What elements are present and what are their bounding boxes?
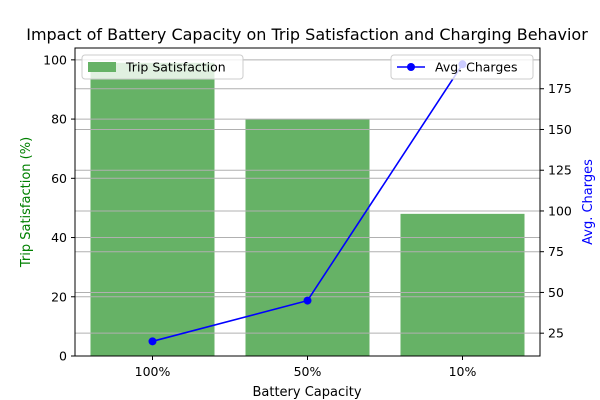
bar-layer <box>90 62 525 357</box>
chart-title: Impact of Battery Capacity on Trip Satis… <box>26 25 588 44</box>
y-right-tick-label: 25 <box>548 326 564 341</box>
legend-swatch-marker <box>407 63 415 71</box>
axes-layer: 0 20 40 60 80 100 25 50 75 100 125 150 175 100% 50% 10% <box>43 47 572 379</box>
point-avg-charges-50pct <box>303 296 312 305</box>
y-axis-right-label: Avg. Charges <box>581 159 596 245</box>
x-tick-label: 100% <box>135 364 171 379</box>
x-tick-label: 50% <box>294 364 322 379</box>
legend-label-avg-charges: Avg. Charges <box>435 60 517 75</box>
legend-right: Avg. Charges <box>390 54 534 80</box>
legend-right-box <box>390 54 534 80</box>
point-avg-charges-100pct <box>148 337 157 346</box>
y-left-tick-label: 20 <box>51 289 67 304</box>
y-axis-left-label: Trip Satisfaction (%) <box>19 137 34 268</box>
y-right-tick-label: 50 <box>548 285 564 300</box>
y-left-tick-label: 0 <box>59 349 67 364</box>
legend-layer: Trip Satisfaction Avg. Charges <box>81 54 534 80</box>
y-right-tick-label: 75 <box>548 244 564 259</box>
legend-left: Trip Satisfaction <box>81 54 244 80</box>
y-left-tick-label: 60 <box>51 171 67 186</box>
y-right-tick-label: 175 <box>548 81 572 96</box>
legend-swatch-trip-satisfaction <box>88 62 116 72</box>
y-left-tick-label: 80 <box>51 112 67 127</box>
bar-10pct <box>400 213 525 356</box>
y-left-tick-label: 100 <box>43 52 67 67</box>
y-right-tick-label: 150 <box>548 122 572 137</box>
y-left-tick-label: 40 <box>51 230 67 245</box>
x-tick-label: 10% <box>449 364 477 379</box>
y-right-tick-label: 100 <box>548 203 572 218</box>
legend-left-box <box>81 54 244 80</box>
y-right-tick-label: 125 <box>548 163 572 178</box>
legend-label-trip-satisfaction: Trip Satisfaction <box>125 60 226 75</box>
x-axis-label: Battery Capacity <box>252 385 361 400</box>
bar-100pct <box>90 62 215 357</box>
